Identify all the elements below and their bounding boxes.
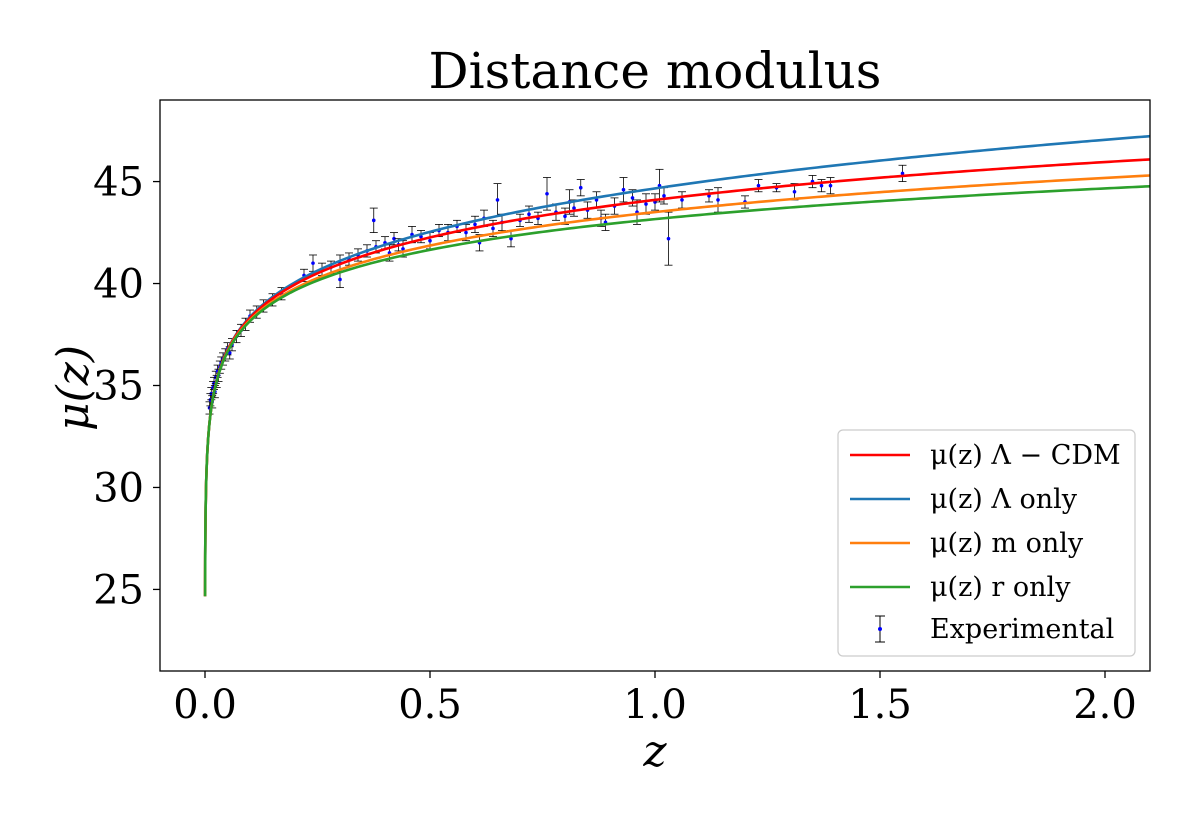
data-point — [527, 212, 531, 216]
y-tick-label: 25 — [93, 567, 144, 613]
data-point — [662, 194, 666, 198]
x-axis-label: z — [642, 726, 667, 777]
x-axis-ticks: 0.0 0.5 1.0 1.5 2.0 — [173, 671, 1137, 728]
data-point — [666, 236, 671, 241]
data-point — [473, 222, 477, 227]
legend-box — [837, 429, 1136, 657]
legend: μ(z) Λ − CDM μ(z) Λ only μ(z) m only μ(z) r… — [837, 429, 1136, 657]
data-point — [428, 238, 432, 243]
legend-label-experimental: Experimental — [930, 614, 1114, 645]
data-point — [563, 214, 567, 219]
data-point — [644, 202, 648, 206]
legend-label: μ(z) Λ − CDM — [930, 440, 1121, 471]
y-axis-label: μ(z) — [48, 345, 99, 431]
data-point — [756, 183, 761, 188]
x-tick-label: 0.0 — [173, 682, 237, 728]
y-tick-label: 45 — [93, 160, 144, 206]
model-curves — [203, 134, 1150, 597]
y-tick-label: 35 — [93, 364, 144, 410]
data-point — [509, 236, 513, 241]
data-point — [495, 198, 500, 202]
data-point — [572, 206, 576, 210]
x-tick-label: 1.0 — [623, 682, 687, 728]
data-point — [621, 187, 626, 192]
x-tick-label: 0.5 — [398, 682, 462, 728]
y-axis-ticks: 25 30 35 40 45 — [93, 160, 160, 613]
data-point — [491, 226, 495, 231]
data-point — [371, 218, 376, 223]
data-point — [900, 171, 905, 176]
x-tick-label: 1.5 — [848, 682, 912, 728]
data-point — [392, 236, 396, 241]
data-point — [338, 277, 342, 282]
series-line — [203, 184, 1150, 597]
x-tick-label: 2.0 — [1073, 682, 1137, 728]
data-point — [578, 185, 583, 190]
data-point — [828, 183, 833, 188]
data-point — [792, 189, 797, 194]
data-point — [680, 198, 684, 202]
data-point — [630, 196, 635, 200]
legend-label: μ(z) r only — [930, 572, 1071, 603]
y-tick-label: 40 — [93, 262, 144, 308]
legend-label: μ(z) m only — [930, 528, 1084, 559]
data-point — [464, 230, 468, 235]
data-point — [401, 247, 405, 251]
data-point — [716, 198, 720, 202]
legend-point — [878, 627, 882, 631]
legend-label: μ(z) Λ only — [930, 484, 1078, 515]
data-point — [311, 261, 315, 265]
data-point — [819, 183, 824, 188]
data-point — [545, 192, 549, 196]
chart-title: Distance modulus — [429, 42, 882, 100]
y-tick-label: 30 — [93, 465, 144, 511]
